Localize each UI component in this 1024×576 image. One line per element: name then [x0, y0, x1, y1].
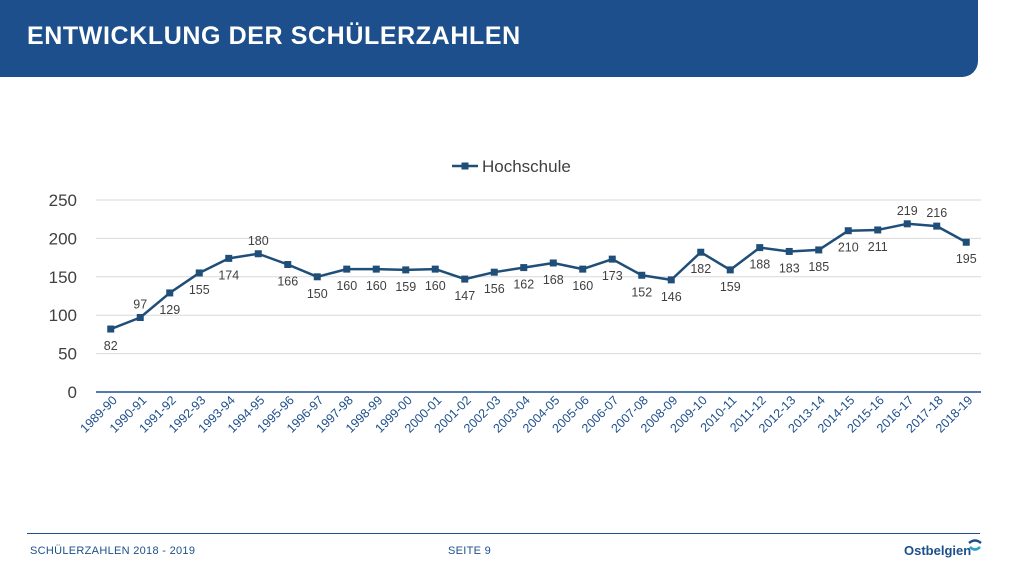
- legend-marker: [461, 162, 469, 170]
- data-label: 219: [897, 204, 918, 218]
- data-label: 160: [425, 279, 446, 293]
- data-point: [962, 238, 970, 246]
- data-label: 188: [749, 258, 770, 272]
- data-point: [343, 265, 351, 273]
- data-label: 159: [720, 280, 741, 294]
- series-hochschule: [107, 220, 970, 333]
- data-point: [874, 226, 882, 234]
- series-line: [110, 222, 967, 331]
- data-point: [225, 254, 233, 262]
- data-label: 129: [159, 303, 180, 317]
- data-label: 173: [602, 269, 623, 283]
- data-point: [785, 247, 793, 255]
- data-label: 160: [336, 279, 357, 293]
- data-labels: 82 97 129 155 174 180 166 150 160 160 159 160 147 156…: [104, 204, 977, 353]
- data-point: [933, 222, 941, 230]
- data-label: 150: [307, 287, 328, 301]
- data-point: [520, 264, 528, 272]
- logo-text: Ostbelgien: [904, 543, 972, 558]
- data-point: [726, 266, 734, 274]
- footer-divider: [27, 533, 980, 534]
- data-label: 156: [484, 282, 505, 296]
- data-point: [461, 275, 469, 283]
- data-point: [608, 255, 616, 263]
- data-point: [638, 271, 646, 279]
- data-label: 82: [104, 339, 118, 353]
- data-point: [166, 289, 174, 297]
- data-label: 147: [454, 289, 475, 303]
- data-label: 210: [838, 241, 859, 255]
- legend: Hochschule: [452, 157, 571, 176]
- data-label: 195: [956, 252, 977, 266]
- data-point: [549, 259, 557, 267]
- data-point: [195, 269, 203, 277]
- x-axis-ticks: 1989-901990-911991-921992-931993-941994-…: [78, 393, 976, 435]
- data-label: 182: [690, 262, 711, 276]
- data-label: 183: [779, 261, 800, 275]
- y-tick-label: 150: [49, 268, 77, 287]
- data-point: [313, 273, 321, 281]
- page-number: SEITE 9: [448, 545, 492, 557]
- data-label: 160: [572, 279, 593, 293]
- data-label: 166: [277, 275, 298, 289]
- data-label: 185: [808, 260, 829, 274]
- data-point: [431, 265, 439, 273]
- data-label: 152: [631, 285, 652, 299]
- data-point: [490, 268, 498, 276]
- data-point: [903, 220, 911, 228]
- data-label: 155: [189, 283, 210, 297]
- data-label: 160: [366, 279, 387, 293]
- data-label: 211: [868, 240, 888, 254]
- data-point: [667, 276, 675, 284]
- data-point: [844, 227, 852, 235]
- y-tick-label: 100: [49, 306, 77, 325]
- y-axis-ticks: 0 50 100 150 200 250: [49, 191, 77, 402]
- data-point: [697, 248, 705, 256]
- data-label: 162: [513, 278, 534, 292]
- data-point: [815, 246, 823, 254]
- data-point: [756, 244, 764, 252]
- data-label: 159: [395, 280, 416, 294]
- ostbelgien-logo: Ostbelgien: [904, 537, 984, 563]
- legend-label: Hochschule: [482, 157, 571, 176]
- data-point: [107, 325, 115, 333]
- data-label: 168: [543, 273, 564, 287]
- data-point: [284, 261, 292, 269]
- data-label: 216: [926, 206, 947, 220]
- data-label: 146: [661, 290, 682, 304]
- data-label: 97: [133, 298, 147, 312]
- logo-mark-icon: [968, 539, 982, 551]
- y-tick-label: 250: [49, 191, 77, 210]
- y-tick-label: 50: [58, 345, 77, 364]
- data-label: 180: [248, 234, 269, 248]
- data-point: [136, 314, 144, 322]
- grid-lines: [96, 199, 981, 393]
- data-point: [579, 265, 587, 273]
- page-title: ENTWICKLUNG DER SCHÜLERZAHLEN: [27, 22, 521, 50]
- footer-title: SCHÜLERZAHLEN 2018 - 2019: [30, 545, 196, 557]
- data-point: [372, 265, 380, 273]
- data-point: [402, 266, 410, 274]
- y-tick-label: 0: [68, 383, 77, 402]
- data-label: 174: [218, 268, 239, 282]
- data-point: [254, 250, 262, 258]
- header-band: [0, 0, 978, 77]
- y-tick-label: 200: [49, 229, 77, 248]
